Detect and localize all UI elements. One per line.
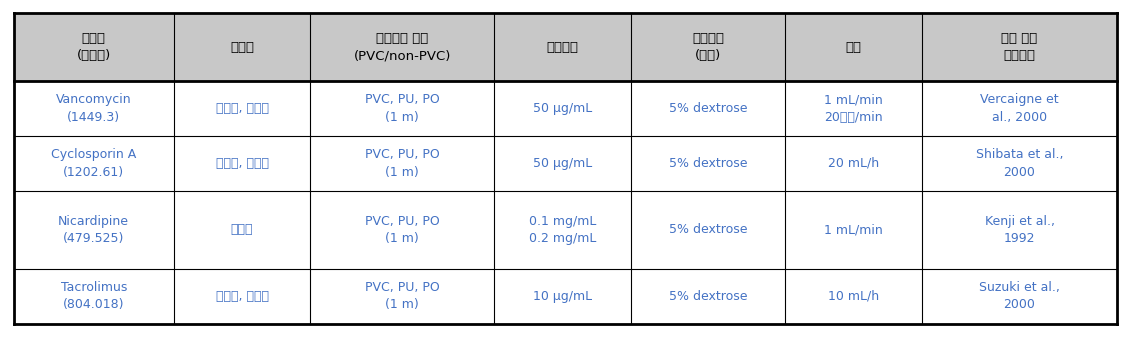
Bar (922, 136, 1117, 191)
Text: 5% dextrose: 5% dextrose (668, 289, 748, 303)
Text: 희석용매
(수액): 희석용매 (수액) (692, 32, 724, 62)
Text: 유속: 유속 (845, 41, 862, 54)
Text: 펌프법, 드립법: 펌프법, 드립법 (216, 157, 268, 170)
Bar (174, 191, 310, 269)
Text: 10 mL/h: 10 mL/h (828, 289, 879, 303)
Bar (494, 269, 631, 324)
Text: Shibata et al.,
2000: Shibata et al., 2000 (976, 148, 1063, 179)
Text: 5% dextrose: 5% dextrose (668, 102, 748, 115)
Bar (174, 13, 310, 81)
Bar (310, 136, 494, 191)
Bar (785, 136, 922, 191)
Text: 펌프법, 드립법: 펌프법, 드립법 (216, 289, 268, 303)
Text: PVC, PU, PO
(1 m): PVC, PU, PO (1 m) (365, 148, 440, 179)
Text: 약물명
(분자량): 약물명 (분자량) (77, 32, 111, 62)
Text: Kenji et al.,
1992: Kenji et al., 1992 (984, 215, 1054, 245)
Bar (310, 13, 494, 81)
Bar (785, 269, 922, 324)
Text: 10 μg/mL: 10 μg/mL (533, 289, 593, 303)
Text: 1 mL/min
20방울/min: 1 mL/min 20방울/min (824, 93, 882, 124)
Bar (494, 136, 631, 191)
Text: 5% dextrose: 5% dextrose (668, 223, 748, 236)
Bar (922, 191, 1117, 269)
Bar (14, 136, 174, 191)
Text: 드립법: 드립법 (231, 223, 253, 236)
Text: 약물농도: 약물농도 (546, 41, 579, 54)
Text: 흡착 보고
참고문헌: 흡착 보고 참고문헌 (1001, 32, 1037, 62)
Bar (494, 191, 631, 269)
Text: 평가법: 평가법 (230, 41, 254, 54)
Text: Vancomycin
(1449.3): Vancomycin (1449.3) (55, 93, 131, 124)
Text: 수액튜브 조성
(PVC/non-PVC): 수액튜브 조성 (PVC/non-PVC) (354, 32, 451, 62)
Bar (922, 81, 1117, 136)
Bar (310, 81, 494, 136)
Bar (922, 269, 1117, 324)
Bar (174, 81, 310, 136)
Text: 20 mL/h: 20 mL/h (828, 157, 879, 170)
Text: Tacrolimus
(804.018): Tacrolimus (804.018) (60, 281, 127, 311)
Bar (631, 191, 785, 269)
Text: 1 mL/min: 1 mL/min (824, 223, 882, 236)
Bar (14, 269, 174, 324)
Bar (310, 191, 494, 269)
Text: 50 μg/mL: 50 μg/mL (533, 102, 593, 115)
Bar (14, 13, 174, 81)
Text: Vercaigne et
al., 2000: Vercaigne et al., 2000 (981, 93, 1059, 124)
Bar (631, 136, 785, 191)
Text: Suzuki et al.,
2000: Suzuki et al., 2000 (979, 281, 1060, 311)
Text: 펌프법, 드립법: 펌프법, 드립법 (216, 102, 268, 115)
Bar (785, 13, 922, 81)
Bar (631, 81, 785, 136)
Text: 0.1 mg/mL
0.2 mg/mL: 0.1 mg/mL 0.2 mg/mL (529, 215, 596, 245)
Bar (14, 191, 174, 269)
Bar (785, 81, 922, 136)
Text: PVC, PU, PO
(1 m): PVC, PU, PO (1 m) (365, 281, 440, 311)
Bar (631, 13, 785, 81)
Text: Nicardipine
(479.525): Nicardipine (479.525) (58, 215, 129, 245)
Text: 50 μg/mL: 50 μg/mL (533, 157, 593, 170)
Text: PVC, PU, PO
(1 m): PVC, PU, PO (1 m) (365, 93, 440, 124)
Text: Cyclosporin A
(1202.61): Cyclosporin A (1202.61) (51, 148, 137, 179)
Bar (14, 81, 174, 136)
Bar (494, 81, 631, 136)
Bar (174, 136, 310, 191)
Text: 5% dextrose: 5% dextrose (668, 157, 748, 170)
Bar (785, 191, 922, 269)
Bar (310, 269, 494, 324)
Bar (631, 269, 785, 324)
Bar (174, 269, 310, 324)
Bar (922, 13, 1117, 81)
Text: PVC, PU, PO
(1 m): PVC, PU, PO (1 m) (365, 215, 440, 245)
Bar (494, 13, 631, 81)
